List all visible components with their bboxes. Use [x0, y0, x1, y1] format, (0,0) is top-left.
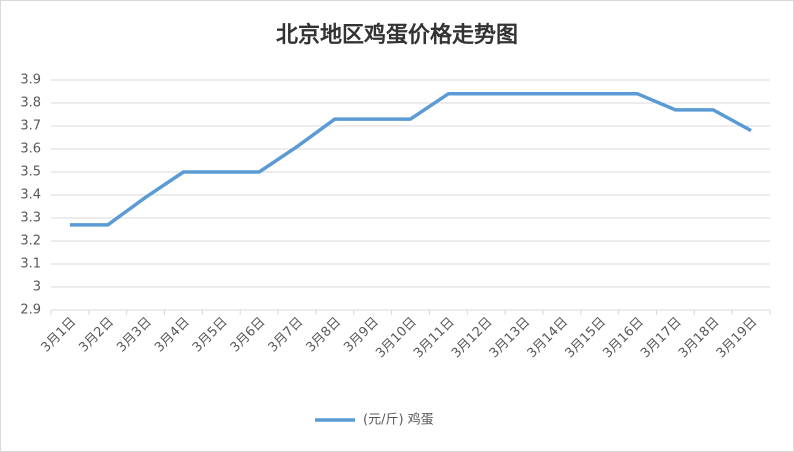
- y-tick-label: 3.8: [20, 96, 41, 111]
- y-tick-label: 3.1: [20, 257, 41, 272]
- data-line: [69, 92, 752, 227]
- y-tick-label: 3.4: [20, 188, 41, 203]
- legend-label: (元/斤) 鸡蛋: [363, 412, 434, 428]
- y-tick-label: 3.3: [20, 211, 41, 226]
- y-tick-label: 3.9: [20, 73, 41, 88]
- chart-title: 北京地区鸡蛋价格走势图: [276, 22, 518, 48]
- y-tick-label: 3.6: [20, 142, 41, 157]
- y-tick-label: 3.2: [20, 234, 41, 249]
- y-tick-label: 2.9: [20, 303, 41, 318]
- y-tick-label: 3.5: [20, 165, 41, 180]
- y-tick-label: 3.7: [20, 119, 41, 134]
- y-tick-label: 3: [33, 280, 41, 295]
